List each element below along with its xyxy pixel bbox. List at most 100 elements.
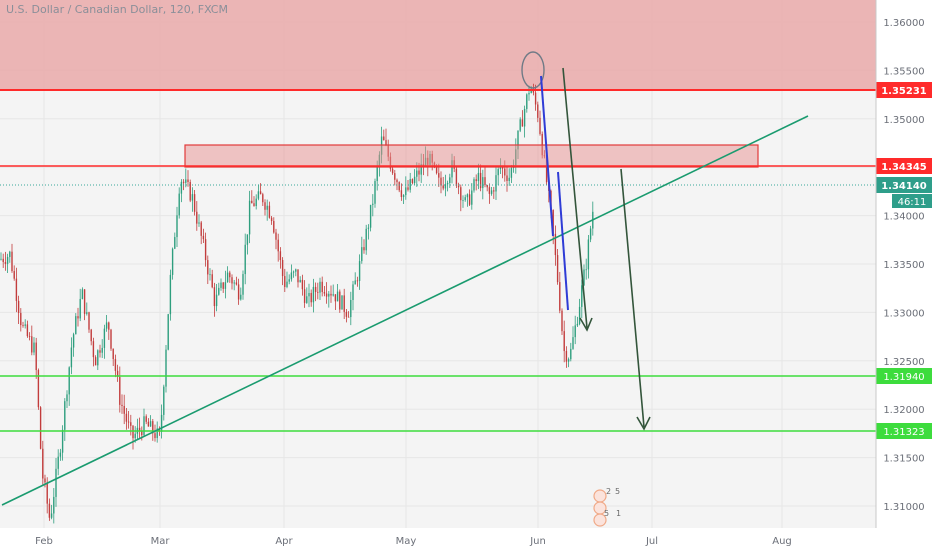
grid <box>0 0 876 528</box>
candle-body <box>295 269 297 272</box>
candle-body <box>28 336 31 337</box>
candle-body <box>90 329 92 342</box>
candle-body <box>147 421 150 427</box>
candle-body <box>339 291 341 310</box>
time-tick-label: Jun <box>529 536 546 547</box>
candle-body <box>198 222 200 224</box>
candle-body <box>116 370 119 377</box>
candle-body <box>341 295 343 310</box>
candle-body <box>303 289 306 303</box>
candle-body <box>248 200 251 235</box>
candle-body <box>537 104 539 118</box>
candle-body <box>0 258 2 260</box>
candle-body <box>121 404 123 406</box>
candle-body <box>323 291 326 294</box>
candle-body <box>46 482 48 504</box>
candle-body <box>114 359 117 371</box>
candle-body <box>486 185 488 188</box>
upper-resistance-zone <box>0 0 876 90</box>
candle-body <box>301 279 304 290</box>
svg-text:1: 1 <box>616 509 621 518</box>
candle-body <box>174 237 176 249</box>
candle-body <box>572 337 574 349</box>
candle-body <box>22 325 24 326</box>
candle-body <box>567 359 570 362</box>
candle-body <box>396 179 398 183</box>
candle-body <box>6 257 9 264</box>
candle-body <box>231 277 233 284</box>
price-tick-label: 1.34000 <box>883 212 924 223</box>
candle-body <box>372 203 374 205</box>
candle-body <box>367 227 370 229</box>
candle-body <box>400 190 403 198</box>
candle-body <box>182 181 185 183</box>
candle-body <box>499 167 502 170</box>
candle-body <box>292 271 295 273</box>
candle-body <box>578 306 581 324</box>
candle-body <box>262 194 264 203</box>
candle-body <box>523 108 526 127</box>
candle-body <box>358 261 361 281</box>
candle-body <box>559 282 561 311</box>
candle-body <box>286 281 288 287</box>
blue-line-lower <box>557 171 569 311</box>
candle-body <box>165 349 167 387</box>
candle-body <box>244 244 246 275</box>
candle-body <box>176 215 178 238</box>
candle-body <box>583 269 585 286</box>
candle-body <box>534 92 537 105</box>
candle-body <box>482 177 484 189</box>
candle-body <box>585 269 587 271</box>
candle-body <box>240 294 242 300</box>
candle-body <box>237 284 240 300</box>
candle-body <box>418 170 420 175</box>
candle-body <box>75 316 77 335</box>
candle-body <box>477 172 480 182</box>
candle-body <box>108 322 110 330</box>
price-tick-label: 1.32000 <box>883 405 924 416</box>
candle-body <box>127 421 130 423</box>
candle-body <box>466 194 469 198</box>
candle-body <box>475 179 477 182</box>
candle-body <box>407 187 409 190</box>
candle-body <box>343 295 345 312</box>
candle-body <box>53 496 55 514</box>
price-label-countdown: 46:11 <box>892 194 932 208</box>
arrow-short <box>562 67 593 332</box>
candle-body <box>112 348 114 360</box>
price-tick-label: 1.33000 <box>883 308 924 319</box>
price-label-support-lower-text: 1.31323 <box>883 427 924 438</box>
candle-body <box>369 204 372 228</box>
candle-body <box>226 272 229 283</box>
price-label-resistance-upper: 1.35231 <box>876 82 932 98</box>
price-tick-label: 1.33500 <box>883 260 924 271</box>
candle-body <box>352 284 354 300</box>
candle-body <box>257 191 260 199</box>
candle-body <box>374 181 376 204</box>
candle-body <box>493 190 495 192</box>
candle-body <box>464 197 466 201</box>
candle-body <box>526 94 528 109</box>
price-tick-label: 1.36000 <box>883 18 924 29</box>
candle-body <box>565 351 568 362</box>
candle-body <box>325 293 328 297</box>
candle-body <box>149 421 152 427</box>
candle-body <box>376 167 378 182</box>
candle-body <box>229 272 231 278</box>
candle-body <box>185 179 187 183</box>
candle-body <box>319 281 321 293</box>
blue-line-upper <box>540 75 554 237</box>
candle-body <box>152 421 154 434</box>
candle-body <box>334 294 337 302</box>
candle-body <box>446 182 449 185</box>
candle-body <box>134 433 136 439</box>
candle-body <box>235 282 238 285</box>
arrow-long <box>620 168 651 431</box>
candle-body <box>321 281 323 292</box>
candle-body <box>284 276 286 287</box>
candle-body <box>576 323 579 326</box>
svg-text:2: 2 <box>606 487 611 496</box>
candle-body <box>233 282 235 284</box>
candle-body <box>200 222 202 236</box>
